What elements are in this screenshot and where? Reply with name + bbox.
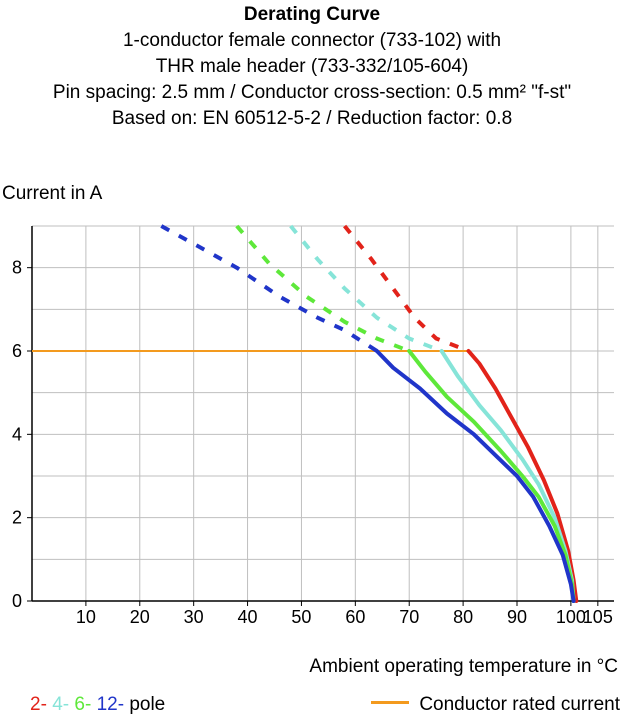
- y-tick-label-8: 8: [12, 258, 22, 278]
- x-tick-label-50: 50: [291, 607, 311, 627]
- y-tick-label-2: 2: [12, 508, 22, 528]
- legend-pole-suffix: pole: [129, 694, 166, 715]
- chart-subtitle-line-2: THR male header (733-332/105-604): [155, 56, 469, 77]
- x-tick-label-10: 10: [76, 607, 96, 627]
- y-tick-label-4: 4: [12, 424, 22, 444]
- pole-legend: 2- 4- 6- 12- pole: [30, 694, 165, 716]
- legend-pole-4: 4-: [52, 694, 70, 715]
- x-tick-label-60: 60: [345, 607, 365, 627]
- x-axis-label: Ambient operating temperature in °C: [309, 656, 618, 677]
- y-axis-label: Current in A: [2, 183, 103, 204]
- x-tick-label-70: 70: [399, 607, 419, 627]
- chart-subtitle-line-3: Pin spacing: 2.5 mm / Conductor cross-se…: [52, 82, 572, 103]
- x-tick-label-40: 40: [238, 607, 258, 627]
- series-2pole-solid-line: [466, 349, 579, 603]
- legend-pole-2: 2-: [30, 694, 47, 715]
- rated-current-label: Conductor rated current: [419, 694, 620, 715]
- series-12pole-dashed-line: [160, 224, 378, 353]
- y-tick-label-6: 6: [12, 341, 22, 361]
- series-4pole-dashed-line: [289, 224, 443, 353]
- rated-current-legend: Conductor rated current: [371, 694, 620, 716]
- series-6pole-dashed-line: [235, 224, 410, 353]
- chart-subtitle-line-1: 1-conductor female connector (733-102) w…: [122, 30, 502, 51]
- x-tick-label-90: 90: [507, 607, 527, 627]
- legend-pole-6: 6-: [74, 694, 92, 715]
- x-tick-label-30: 30: [184, 607, 204, 627]
- legend-pole-12: 12-: [96, 694, 125, 715]
- chart-titles: Derating Curve 1-conductor female connec…: [0, 2, 624, 132]
- series-12pole-solid-line: [374, 349, 576, 603]
- rated-current-swatch: [371, 701, 410, 705]
- x-tick-label-80: 80: [453, 607, 473, 627]
- x-tick-label-20: 20: [130, 607, 150, 627]
- x-tick-label-105: 105: [583, 607, 613, 627]
- chart-subtitle-line-4: Based on: EN 60512-5-2 / Reduction facto…: [111, 108, 513, 129]
- y-tick-label-0: 0: [12, 591, 22, 611]
- x-tick-label-100: 100: [556, 607, 586, 627]
- chart-title: Derating Curve: [243, 4, 381, 25]
- series-6pole-solid-line: [407, 349, 576, 603]
